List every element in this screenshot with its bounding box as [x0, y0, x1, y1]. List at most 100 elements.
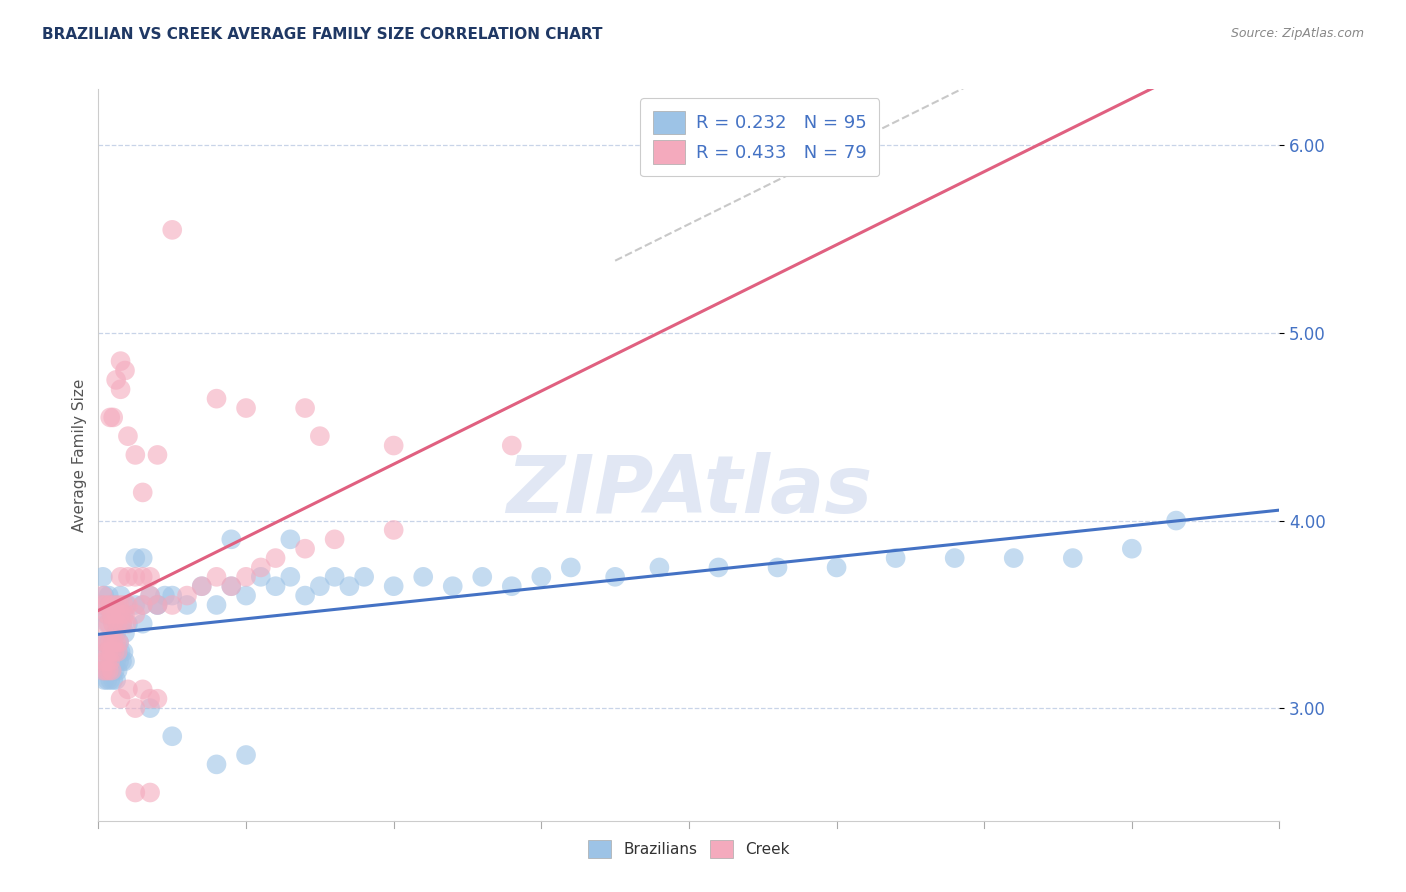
Point [93, 635, 115, 649]
Point [103, 410, 125, 425]
Point [104, 664, 127, 678]
Point [139, 570, 162, 584]
Point [110, 607, 132, 622]
Point [235, 570, 257, 584]
Point [93, 654, 115, 668]
Point [943, 551, 966, 566]
Point [112, 645, 135, 659]
Point [108, 635, 131, 649]
Point [103, 616, 125, 631]
Point [117, 570, 139, 584]
Point [105, 607, 128, 622]
Legend: Brazilians, Creek: Brazilians, Creek [582, 834, 796, 864]
Text: ZIPAtlas: ZIPAtlas [506, 452, 872, 531]
Point [112, 598, 135, 612]
Point [501, 438, 523, 452]
Point [107, 645, 129, 659]
Point [884, 551, 907, 566]
Point [309, 429, 332, 443]
Point [93, 673, 115, 687]
Point [382, 438, 405, 452]
Point [97, 635, 120, 649]
Point [98, 635, 121, 649]
Point [98, 645, 121, 659]
Point [124, 448, 146, 462]
Point [110, 354, 132, 368]
Point [176, 598, 198, 612]
Point [107, 607, 129, 622]
Point [96, 654, 118, 668]
Point [205, 570, 228, 584]
Point [93, 616, 115, 631]
Point [97, 664, 120, 678]
Point [235, 747, 257, 762]
Point [94, 598, 117, 612]
Point [104, 645, 127, 659]
Point [139, 691, 162, 706]
Point [115, 616, 138, 631]
Point [323, 533, 346, 547]
Point [162, 589, 183, 603]
Point [114, 363, 136, 377]
Point [103, 635, 125, 649]
Point [110, 382, 132, 396]
Point [110, 691, 132, 706]
Point [648, 560, 671, 574]
Point [205, 598, 228, 612]
Point [205, 757, 228, 772]
Point [117, 682, 139, 697]
Point [110, 645, 132, 659]
Point [100, 664, 122, 678]
Point [108, 635, 131, 649]
Point [114, 607, 136, 622]
Point [132, 598, 155, 612]
Point [707, 560, 730, 574]
Point [107, 664, 129, 678]
Point [97, 645, 120, 659]
Point [98, 598, 121, 612]
Point [124, 598, 146, 612]
Point [96, 673, 118, 687]
Point [264, 551, 287, 566]
Point [219, 579, 242, 593]
Point [124, 607, 146, 622]
Point [114, 654, 136, 668]
Point [176, 589, 198, 603]
Point [107, 616, 129, 631]
Point [100, 607, 122, 622]
Point [139, 589, 162, 603]
Point [117, 598, 139, 612]
Point [94, 664, 117, 678]
Point [103, 635, 125, 649]
Point [91, 589, 114, 603]
Point [94, 645, 117, 659]
Point [605, 570, 627, 584]
Point [146, 598, 169, 612]
Point [117, 429, 139, 443]
Point [264, 579, 287, 593]
Point [278, 570, 302, 584]
Point [132, 485, 155, 500]
Point [1121, 541, 1143, 556]
Point [94, 607, 117, 622]
Point [100, 645, 122, 659]
Point [825, 560, 848, 574]
Point [94, 645, 117, 659]
Point [471, 570, 494, 584]
Point [124, 551, 146, 566]
Point [139, 701, 162, 715]
Point [1002, 551, 1025, 566]
Point [103, 616, 125, 631]
Point [98, 673, 121, 687]
Point [104, 598, 127, 612]
Point [94, 664, 117, 678]
Point [132, 616, 155, 631]
Point [104, 645, 127, 659]
Text: BRAZILIAN VS CREEK AVERAGE FAMILY SIZE CORRELATION CHART: BRAZILIAN VS CREEK AVERAGE FAMILY SIZE C… [42, 27, 603, 42]
Point [139, 589, 162, 603]
Point [115, 598, 138, 612]
Point [96, 607, 118, 622]
Point [105, 626, 128, 640]
Point [96, 616, 118, 631]
Point [100, 664, 122, 678]
